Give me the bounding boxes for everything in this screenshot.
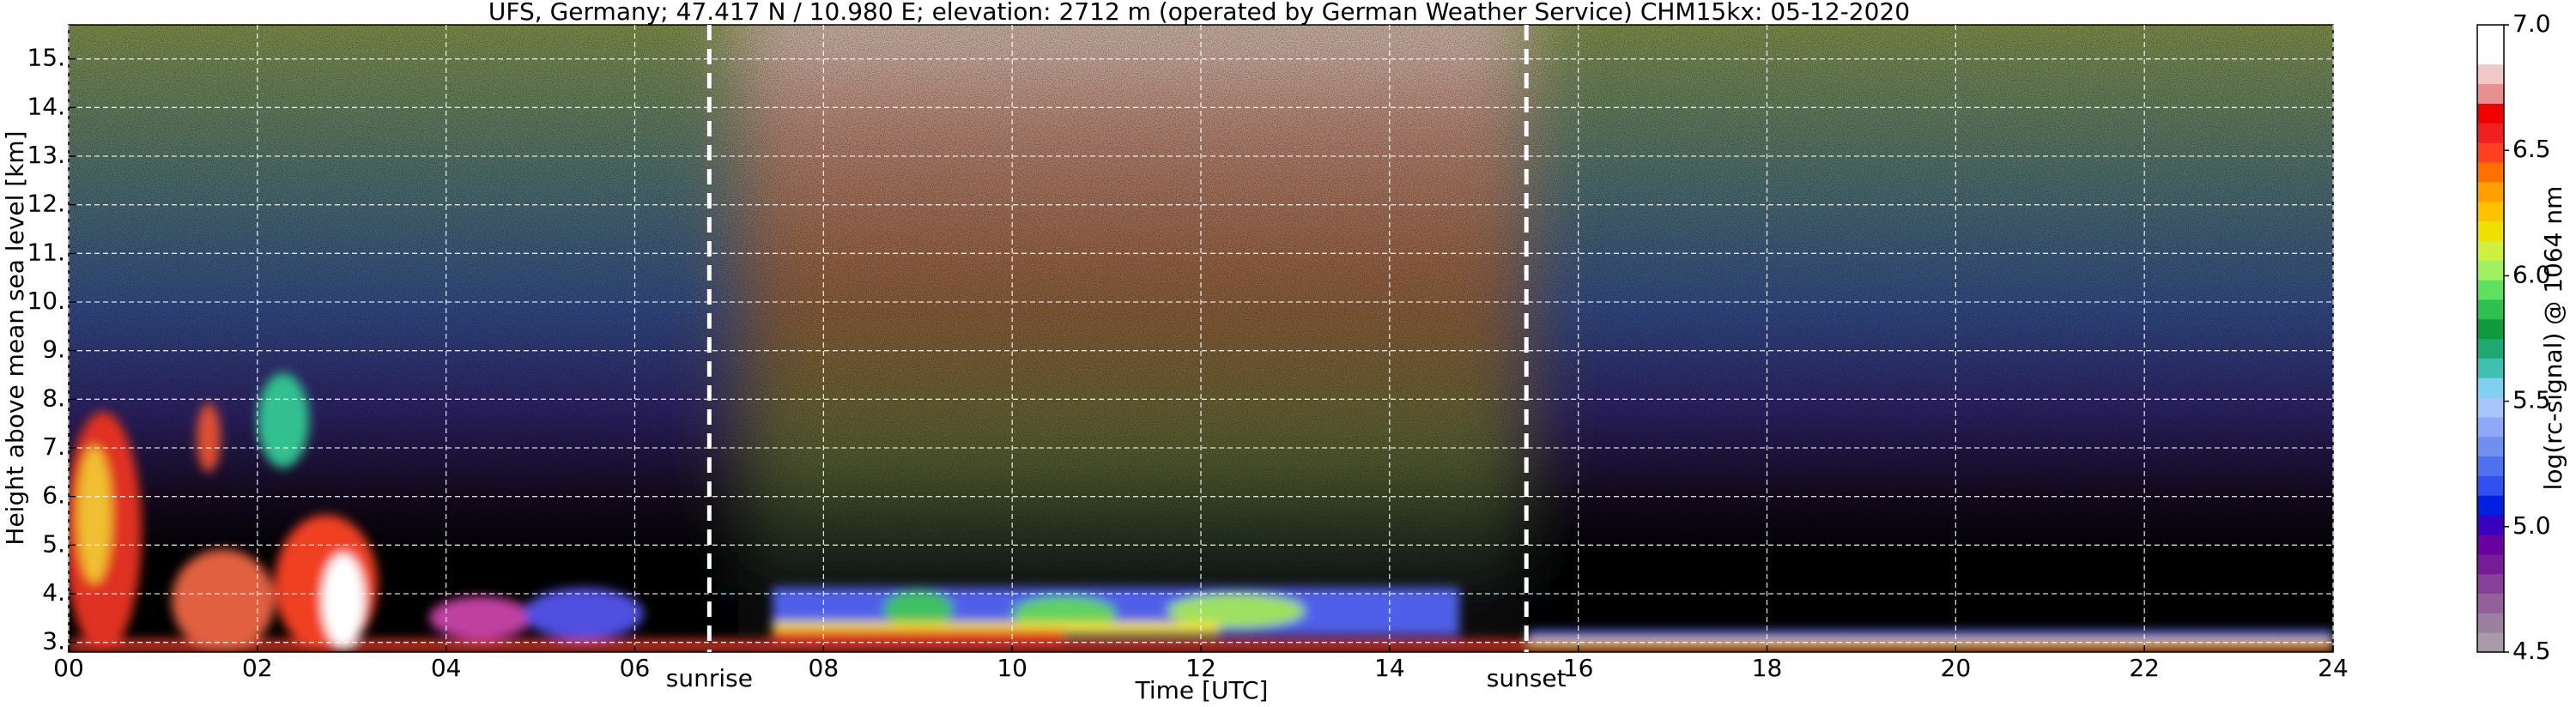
colorbar-swatch	[2477, 161, 2504, 183]
y-tick-label: 12.	[27, 190, 65, 218]
colorbar-swatch	[2477, 181, 2504, 202]
y-tick-label: 8.	[42, 384, 65, 412]
y-tick-label: 4.	[42, 578, 65, 607]
colorbar-tick-label: 7.0	[2512, 9, 2551, 38]
colorbar-tick-label: 4.5	[2512, 637, 2551, 665]
y-tick-label: 14.	[27, 92, 65, 120]
x-axis-label: Time [UTC]	[1135, 676, 1269, 704]
colorbar-frame	[2476, 24, 2505, 653]
colorbar-swatch	[2477, 593, 2504, 613]
annotation-label: sunset	[1487, 664, 1567, 692]
colorbar-swatch	[2477, 456, 2504, 476]
colorbar-tick-label: 5.0	[2512, 511, 2551, 540]
annotation-label: sunrise	[666, 664, 753, 692]
x-tick-label: 22	[2129, 654, 2160, 682]
colorbar-swatch	[2477, 553, 2504, 575]
x-tick-label: 20	[1941, 654, 1972, 682]
colorbar-swatch	[2477, 515, 2504, 535]
colorbar-swatch	[2477, 358, 2504, 378]
y-tick-label: 10.	[27, 287, 65, 315]
colorbar-swatch	[2477, 103, 2504, 124]
x-tick-label: 16	[1563, 654, 1594, 682]
colorbar-swatch	[2477, 299, 2504, 320]
x-tick-label: 00	[53, 654, 84, 682]
y-tick-label: 13.	[27, 141, 65, 169]
colorbar-label: log(rc-signal) @ 1064 nm	[2539, 186, 2567, 491]
x-tick-label: 04	[431, 654, 462, 682]
colorbar-swatch	[2477, 632, 2504, 653]
colorbar-swatch	[2477, 240, 2504, 261]
colorbar-swatch	[2477, 378, 2504, 398]
y-axis-label: Height above mean sea level [km]	[1, 130, 29, 545]
x-tick-label: 14	[1374, 654, 1405, 682]
colorbar-swatch	[2477, 495, 2504, 516]
colorbar-swatch	[2477, 142, 2504, 163]
x-tick-label: 02	[242, 654, 273, 682]
colorbar-swatch	[2477, 279, 2504, 300]
colorbar-swatch	[2477, 338, 2504, 359]
colorbar-swatch	[2477, 573, 2504, 594]
colorbar-swatch	[2477, 475, 2504, 496]
colorbar-swatch	[2477, 83, 2504, 104]
y-tick-label: 11.	[27, 238, 65, 266]
colorbar-tick-label: 6.5	[2512, 135, 2551, 163]
colorbar-swatch	[2477, 318, 2504, 339]
x-tick-label: 18	[1752, 654, 1783, 682]
y-tick-label: 15.	[27, 44, 65, 72]
y-tick-label: 3.	[42, 627, 65, 656]
colorbar-swatch	[2477, 25, 2504, 45]
y-tick-label: 9.	[42, 335, 65, 364]
y-tick-label: 5.	[42, 529, 65, 558]
colorbar-swatch	[2477, 44, 2504, 65]
x-tick-label: 08	[809, 654, 839, 682]
colorbar-swatch	[2477, 613, 2504, 633]
colorbar-swatch	[2477, 201, 2504, 221]
y-tick-label: 6.	[42, 481, 65, 510]
colorbar-tick-label: 6.0	[2512, 260, 2551, 288]
colorbar-swatch	[2477, 397, 2504, 418]
heatmap	[69, 25, 2333, 652]
colorbar-swatch	[2477, 416, 2504, 438]
colorbar-swatch	[2477, 534, 2504, 555]
x-tick-label: 12	[1185, 654, 1216, 682]
y-tick-label: 7.	[42, 432, 65, 461]
x-tick-label: 06	[620, 654, 651, 682]
colorbar-swatch	[2477, 260, 2504, 281]
colorbar-swatch	[2477, 123, 2504, 143]
colorbar-swatch	[2477, 436, 2504, 457]
x-tick-label: 24	[2318, 654, 2349, 682]
chart-title: UFS, Germany; 47.417 N / 10.980 E; eleva…	[488, 0, 1910, 26]
colorbar-swatch	[2477, 63, 2504, 85]
colorbar-tick-label: 5.5	[2512, 386, 2551, 414]
colorbar-swatch	[2477, 221, 2504, 241]
x-tick-label: 10	[997, 654, 1027, 682]
